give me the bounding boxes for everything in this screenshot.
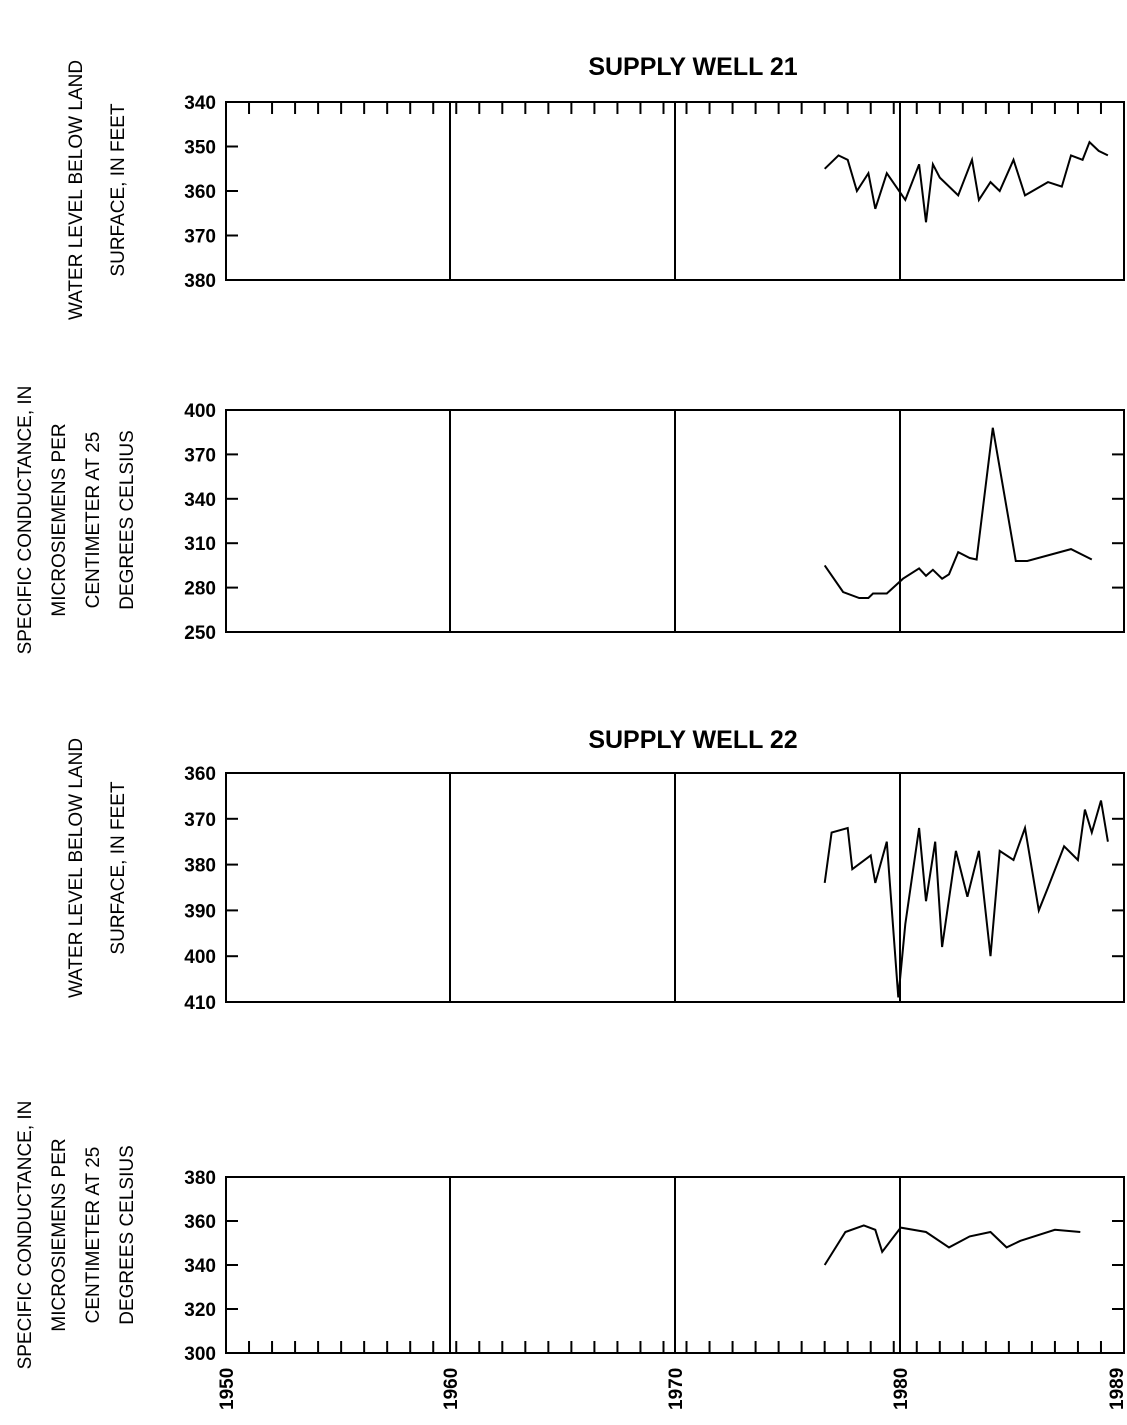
series-line-4-1 <box>823 1224 1081 1266</box>
y-axis-label-4-line-2: MICROSIEMENS PER <box>49 1138 70 1331</box>
y-axis-label-3-line-2: SURFACE, IN FEET <box>108 781 129 955</box>
y-tick-label-1-4: 370 <box>184 227 216 248</box>
y-axis-label-4-line-1: SPECIFIC CONDUCTANCE, IN <box>15 1101 36 1370</box>
series-line-3-1 <box>823 800 1109 998</box>
chart-title-3: SUPPLY WELL 22 <box>588 726 797 754</box>
y-tick-label-1-1: 340 <box>184 93 216 114</box>
y-tick-label-2-6: 400 <box>184 401 216 422</box>
x-tick-label-3: 1970 <box>666 1368 687 1410</box>
y-tick-label-3-4: 390 <box>184 901 216 922</box>
y-tick-label-1-3: 360 <box>184 182 216 203</box>
y-tick-label-3-1: 360 <box>184 764 216 785</box>
y-tick-label-4-2: 320 <box>184 1300 216 1321</box>
x-tick-label-1: 1950 <box>217 1368 238 1410</box>
y-tick-label-2-4: 340 <box>184 490 216 511</box>
y-axis-label-2-line-1: SPECIFIC CONDUCTANCE, IN <box>15 386 36 655</box>
y-axis-label-4-line-4: DEGREES CELSIUS <box>117 1145 138 1325</box>
series-line-1-1 <box>824 140 1109 223</box>
chart-title-1: SUPPLY WELL 21 <box>588 53 797 81</box>
y-axis-label-1-line-1: WATER LEVEL BELOW LAND <box>66 60 87 320</box>
x-tick-label-5: 1989 <box>1107 1368 1127 1410</box>
y-axis-label-1-line-2: SURFACE, IN FEET <box>108 103 129 277</box>
y-tick-label-4-3: 340 <box>184 1256 216 1277</box>
y-tick-label-3-6: 410 <box>184 993 216 1014</box>
y-axis-label-2-line-4: DEGREES CELSIUS <box>117 430 138 610</box>
y-tick-label-2-2: 280 <box>184 579 216 600</box>
y-tick-label-1-2: 350 <box>184 138 216 159</box>
y-tick-label-1-5: 380 <box>184 271 216 292</box>
y-tick-label-3-2: 370 <box>184 810 216 831</box>
y-tick-label-2-3: 310 <box>184 534 216 555</box>
y-tick-label-2-1: 250 <box>184 623 216 644</box>
y-axis-label-2-line-3: CENTIMETER AT 25 <box>83 432 104 609</box>
x-tick-label-2: 1960 <box>441 1368 462 1410</box>
y-axis-label-2-line-2: MICROSIEMENS PER <box>49 423 70 616</box>
y-axis-label-3-line-1: WATER LEVEL BELOW LAND <box>66 738 87 998</box>
y-tick-label-3-5: 400 <box>184 947 216 968</box>
y-tick-label-2-5: 370 <box>184 445 216 466</box>
series-line-2-1 <box>823 427 1093 599</box>
y-axis-label-4-line-3: CENTIMETER AT 25 <box>83 1147 104 1324</box>
y-tick-label-4-5: 380 <box>184 1168 216 1189</box>
y-tick-label-4-1: 300 <box>184 1344 216 1365</box>
y-tick-label-4-4: 360 <box>184 1212 216 1233</box>
y-tick-label-3-3: 380 <box>184 856 216 877</box>
x-tick-label-4: 1980 <box>891 1368 912 1410</box>
